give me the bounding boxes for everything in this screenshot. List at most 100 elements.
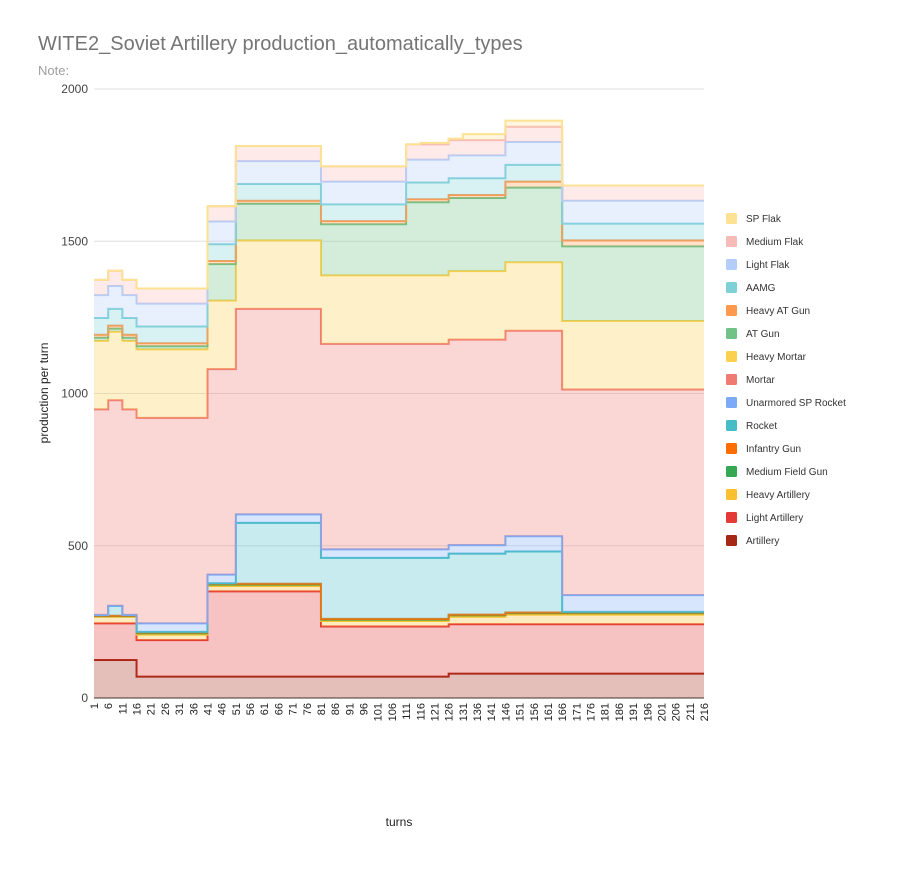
legend-label-aamg: AAMG — [746, 283, 776, 294]
series-line-artillery — [94, 658, 704, 678]
x-tick-label: 71 — [288, 703, 300, 715]
x-tick-label: 26 — [160, 703, 172, 715]
legend-swatch-infantry-gun — [726, 443, 737, 454]
x-tick-label: 91 — [344, 703, 356, 715]
x-tick-label: 51 — [231, 703, 243, 715]
x-tick-label: 36 — [188, 703, 200, 715]
legend-swatch-at-gun — [726, 328, 737, 339]
series-area-artillery — [94, 659, 704, 698]
legend-label-artillery: Artillery — [746, 536, 779, 547]
legend-label-at-gun: AT Gun — [746, 329, 780, 340]
x-tick-label: 86 — [330, 703, 342, 715]
x-tick-label: 56 — [245, 703, 257, 715]
y-axis-title: production per turn — [37, 343, 51, 444]
series-line-heavy-mortar — [94, 239, 704, 351]
x-tick-label: 136 — [472, 703, 484, 721]
legend-swatch-heavy-artillery — [726, 489, 737, 500]
legend-swatch-heavy-mortar — [726, 351, 737, 362]
x-tick-label: 111 — [401, 703, 413, 720]
x-tick-label: 131 — [458, 703, 470, 721]
x-tick-label: 126 — [444, 703, 456, 721]
chart-subtitle: Note: — [38, 63, 70, 78]
legend-label-medium-field-gun: Medium Field Gun — [746, 467, 828, 478]
legend-label-medium-flak: Medium Flak — [746, 237, 804, 248]
series-line-heavy-at-gun — [94, 180, 704, 345]
x-tick-label: 21 — [146, 703, 158, 715]
series-line-unarmored-sp-rocket — [94, 513, 704, 625]
x-tick-label: 171 — [571, 703, 583, 721]
x-tick-label: 166 — [557, 703, 569, 721]
x-tick-label: 206 — [671, 703, 683, 721]
x-tick-label: 61 — [259, 703, 271, 715]
series-area-heavy-mortar — [94, 240, 704, 418]
legend-swatch-mortar — [726, 374, 737, 385]
x-tick-label: 196 — [642, 703, 654, 721]
legend-swatch-light-artillery — [726, 512, 737, 523]
x-tick-label: 41 — [202, 703, 214, 715]
y-tick-label: 2000 — [61, 82, 88, 96]
series-area-heavy-at-gun — [94, 181, 704, 347]
series-line-mortar — [94, 307, 704, 419]
series-line-heavy-artillery — [94, 584, 704, 636]
legend-swatch-artillery — [726, 535, 737, 546]
x-tick-label: 191 — [628, 703, 640, 721]
legend-label-mortar: Mortar — [746, 375, 776, 386]
x-tick-label: 46 — [217, 703, 229, 715]
x-tick-label: 156 — [529, 703, 541, 721]
x-tick-label: 141 — [486, 703, 498, 721]
x-tick-label: 6 — [103, 703, 115, 709]
x-tick-label: 176 — [586, 703, 598, 721]
x-tick-label: 101 — [373, 703, 385, 721]
x-tick-label: 146 — [500, 703, 512, 721]
legend-swatch-light-flak — [726, 259, 737, 270]
legend-label-rocket: Rocket — [746, 421, 777, 432]
series-area-medium-flak — [94, 126, 704, 304]
legend-label-sp-flak: SP Flak — [746, 214, 782, 225]
series-line-aamg — [94, 163, 704, 328]
legend-swatch-rocket — [726, 420, 737, 431]
legend-swatch-medium-field-gun — [726, 466, 737, 477]
legend-swatch-medium-flak — [726, 236, 737, 247]
legend-swatch-unarmored-sp-rocket — [726, 397, 737, 408]
x-tick-label: 66 — [273, 703, 285, 715]
x-tick-label: 151 — [515, 703, 527, 721]
legend-label-unarmored-sp-rocket: Unarmored SP Rocket — [746, 398, 846, 409]
area-layer — [94, 119, 704, 698]
series-area-rocket — [94, 522, 704, 633]
x-tick-label: 216 — [699, 703, 711, 721]
x-tick-label: 181 — [600, 703, 612, 721]
legend: SP Flak Medium Flak Light Flak AAMG Heavy AT… — [726, 213, 846, 547]
y-tick-label: 0 — [81, 691, 88, 705]
x-tick-label: 186 — [614, 703, 626, 721]
x-tick-label: 76 — [302, 703, 314, 715]
series-area-mortar — [94, 308, 704, 624]
x-tick-label: 31 — [174, 703, 186, 715]
series-line-light-artillery — [94, 590, 704, 642]
legend-label-infantry-gun: Infantry Gun — [746, 444, 801, 455]
series-area-unarmored-sp-rocket — [94, 514, 704, 632]
series-area-aamg — [94, 164, 704, 344]
series-line-light-flak — [94, 140, 704, 305]
x-tick-label: 81 — [316, 703, 328, 715]
y-tick-label: 1000 — [61, 387, 88, 401]
x-tick-label: 121 — [429, 703, 441, 721]
x-axis-title: turns — [386, 815, 413, 829]
legend-swatch-sp-flak — [726, 213, 737, 224]
x-tick-label: 201 — [656, 703, 668, 721]
chart-title: WITE2_Soviet Artillery production_automa… — [38, 33, 523, 55]
legend-swatch-heavy-at-gun — [726, 305, 737, 316]
series-area-light-flak — [94, 141, 704, 327]
series-line-rocket — [94, 521, 704, 633]
series-area-at-gun — [94, 187, 704, 350]
legend-label-light-flak: Light Flak — [746, 260, 790, 271]
x-tick-label: 11 — [117, 703, 129, 714]
x-tick-label: 116 — [415, 703, 427, 721]
legend-swatch-aamg — [726, 282, 737, 293]
y-tick-label: 500 — [68, 539, 88, 553]
legend-label-heavy-at-gun: Heavy AT Gun — [746, 306, 810, 317]
x-tick-label: 211 — [685, 703, 697, 721]
legend-label-heavy-mortar: Heavy Mortar — [746, 352, 807, 363]
x-tick-label: 106 — [387, 703, 399, 721]
